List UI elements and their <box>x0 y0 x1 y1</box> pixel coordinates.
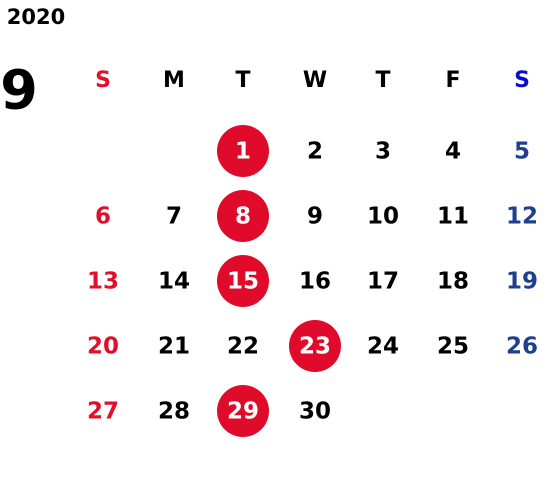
day-number: 1 <box>235 139 251 165</box>
day-marker <box>217 385 269 437</box>
day-marker <box>217 255 269 307</box>
day-number: 29 <box>227 399 259 425</box>
day-number: 14 <box>158 269 190 295</box>
day-number: 17 <box>367 269 399 295</box>
weekday-label: S <box>95 68 111 93</box>
day-number: 16 <box>299 269 331 295</box>
day-number: 24 <box>367 334 399 360</box>
day-number: 25 <box>437 334 469 360</box>
day-number: 11 <box>437 204 469 230</box>
day-number: 8 <box>235 204 251 230</box>
day-number: 30 <box>299 399 331 425</box>
day-number: 26 <box>506 334 538 360</box>
weekday-label: W <box>303 68 327 93</box>
weekday-label: T <box>375 68 390 93</box>
day-number: 27 <box>87 399 119 425</box>
day-number: 13 <box>87 269 119 295</box>
weekday-label: F <box>445 68 460 93</box>
day-number: 3 <box>375 139 391 165</box>
day-number: 21 <box>158 334 190 360</box>
weekday-label: S <box>514 68 530 93</box>
day-number: 10 <box>367 204 399 230</box>
day-number: 5 <box>514 139 530 165</box>
day-number: 4 <box>445 139 461 165</box>
weekday-label: M <box>163 68 185 93</box>
day-number: 18 <box>437 269 469 295</box>
day-number: 28 <box>158 399 190 425</box>
day-number: 19 <box>506 269 538 295</box>
day-number: 2 <box>307 139 323 165</box>
day-number: 20 <box>87 334 119 360</box>
day-number: 6 <box>95 204 111 230</box>
year: 2020 <box>7 5 65 29</box>
day-marker <box>289 320 341 372</box>
day-number: 15 <box>227 269 259 295</box>
day-number: 23 <box>299 334 331 360</box>
month: 9 <box>0 59 38 122</box>
day-number: 22 <box>227 334 259 360</box>
day-number: 9 <box>307 204 323 230</box>
weekday-label: T <box>235 68 250 93</box>
day-marker <box>217 125 269 177</box>
day-marker <box>217 190 269 242</box>
day-number: 12 <box>506 204 538 230</box>
day-number: 7 <box>166 204 182 230</box>
